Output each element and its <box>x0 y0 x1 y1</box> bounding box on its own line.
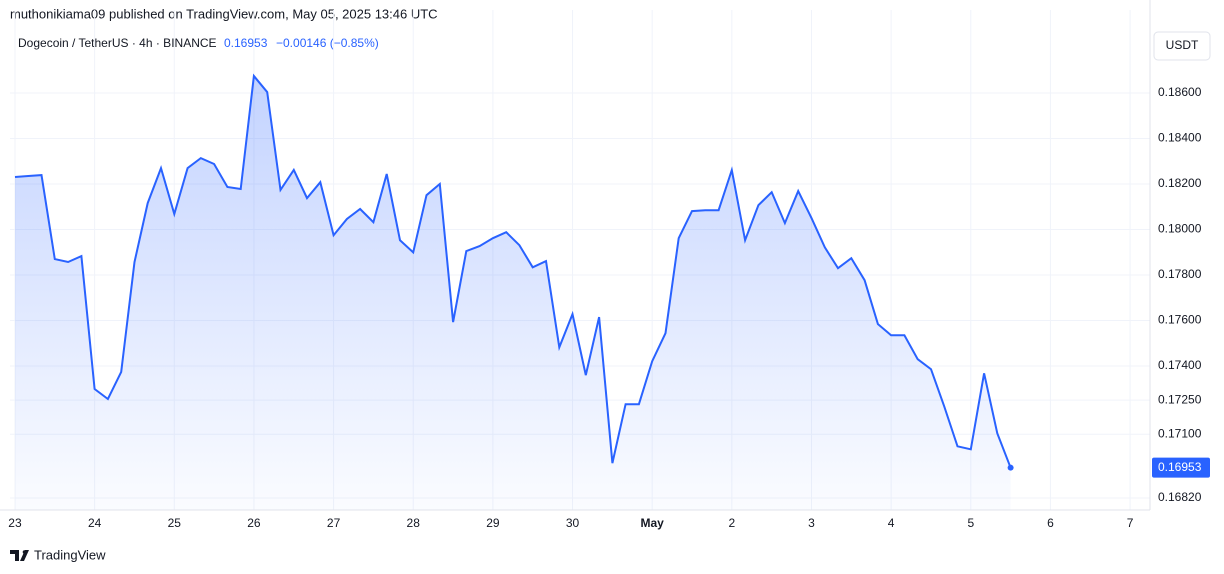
last-point <box>1007 464 1014 471</box>
x-tick-label: 25 <box>168 516 182 530</box>
y-tick-label: 0.18200 <box>1158 176 1202 190</box>
y-tick-label: 0.18600 <box>1158 85 1202 99</box>
area <box>14 76 1011 510</box>
y-tick-label: 0.18400 <box>1158 131 1202 145</box>
last-price-label: 0.16953 <box>1158 460 1202 474</box>
price-change: −0.00146 (−0.85%) <box>276 36 379 50</box>
y-tick-label: 0.17100 <box>1158 426 1202 440</box>
x-tick-label: 30 <box>566 516 580 530</box>
x-tick-label: 24 <box>88 516 102 530</box>
currency-button[interactable] <box>1153 31 1211 61</box>
x-tick-label: 2 <box>728 516 735 530</box>
x-tick-label: 23 <box>8 516 22 530</box>
x-tick-label: 4 <box>888 516 895 530</box>
y-tick-label: 0.17250 <box>1158 392 1202 406</box>
chart-title: Dogecoin / TetherUS · 4h · BINANCE <box>18 36 217 50</box>
y-tick-label: 0.17400 <box>1158 358 1202 372</box>
plot <box>10 10 1150 510</box>
x-tick-label: 7 <box>1127 516 1134 530</box>
x-tick-label: 28 <box>407 516 421 530</box>
x-tick-label: 26 <box>247 516 261 530</box>
y-tick-label: 0.18000 <box>1158 222 1202 236</box>
x-tick-label: 3 <box>808 516 815 530</box>
x-tick-label: May <box>641 516 665 530</box>
currency[interactable]: USDT <box>1166 38 1199 52</box>
line <box>14 73 1012 469</box>
last-price: 0.16953 <box>224 36 268 50</box>
brand-logo <box>10 550 29 561</box>
y-tick-label: 0.16820 <box>1158 490 1202 504</box>
x-tick-label: 6 <box>1047 516 1054 530</box>
last-price-badge <box>1152 457 1210 478</box>
header: muthonikiama09 published on TradingView.… <box>10 6 438 21</box>
y-tick-label: 0.17800 <box>1158 267 1202 281</box>
brand: TradingView <box>34 547 106 562</box>
y-tick-label: 0.17600 <box>1158 313 1202 327</box>
x-tick-label: 29 <box>486 516 500 530</box>
x-tick-label: 5 <box>967 516 974 530</box>
x-tick-label: 27 <box>327 516 341 530</box>
